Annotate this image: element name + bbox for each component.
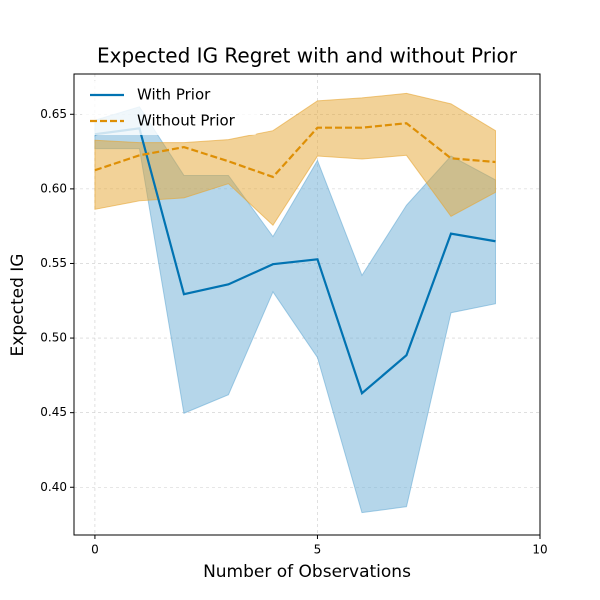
x-tick-label: 10 [532,543,547,557]
y-tick-label: 0.65 [40,107,67,121]
y-tick-label: 0.40 [40,480,67,494]
y-axis-label: Expected IG [8,254,28,357]
line-series [94,122,496,179]
legend-label: With Prior [137,86,211,104]
plot-frame [73,73,541,536]
line-series [94,127,496,396]
y-tick-label: 0.60 [40,181,67,195]
confidence-band [94,92,496,227]
legend-label: Without Prior [137,112,236,130]
legend-box [82,81,257,135]
chart-title: Expected IG Regret with and without Prio… [97,44,518,68]
legend: With Prior Without Prior [82,81,257,135]
y-tick-label: 0.50 [40,331,67,345]
y-tick-label: 0.55 [40,256,67,270]
x-tick-label: 0 [91,543,99,557]
x-tick-label: 5 [314,543,322,557]
y-tick-label: 0.45 [40,405,67,419]
x-axis-label: Number of Observations [203,562,411,582]
